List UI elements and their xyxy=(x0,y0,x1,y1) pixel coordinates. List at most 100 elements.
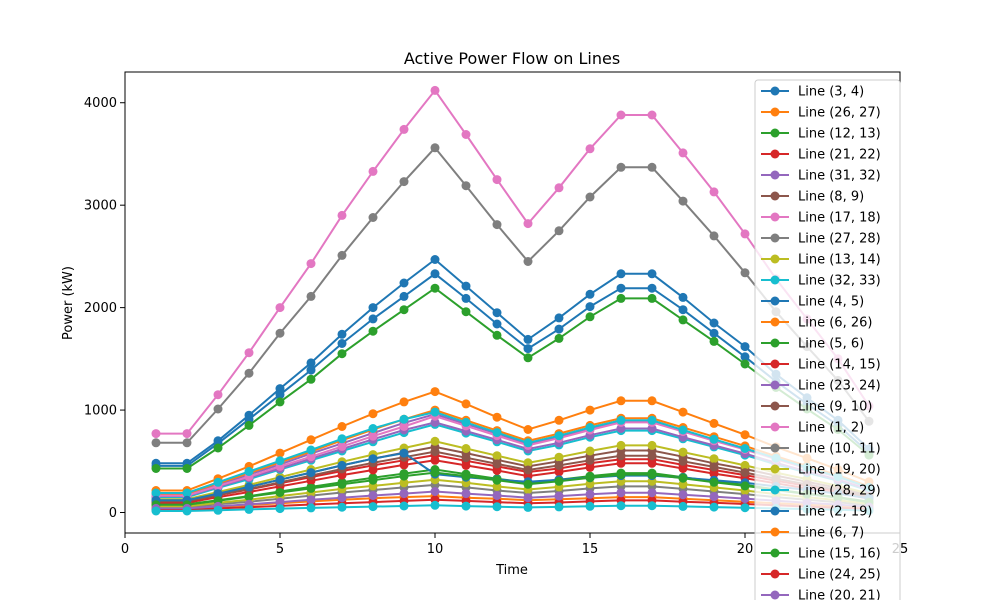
legend-label: Line (17, 18) xyxy=(798,211,881,226)
data-point xyxy=(461,130,471,139)
legend-marker xyxy=(770,443,780,453)
data-point xyxy=(678,490,688,500)
data-point xyxy=(461,453,471,463)
data-point xyxy=(709,434,719,444)
data-point xyxy=(554,333,564,343)
data-point xyxy=(306,483,316,493)
x-axis-label: Time xyxy=(495,563,528,578)
data-point xyxy=(709,492,719,502)
data-point xyxy=(709,318,719,328)
legend-marker xyxy=(770,233,780,243)
data-point xyxy=(275,397,285,407)
data-point xyxy=(616,110,626,120)
data-point xyxy=(647,415,657,425)
legend-entry: Line (15, 16) xyxy=(761,547,881,562)
data-point xyxy=(740,503,750,513)
data-point xyxy=(616,440,626,450)
data-point xyxy=(585,423,595,432)
legend-entry: Line (8, 9) xyxy=(761,190,864,205)
data-point xyxy=(368,454,378,464)
data-point xyxy=(678,501,688,511)
data-point xyxy=(554,491,564,501)
y-axis-label: Power (kW) xyxy=(61,266,76,340)
data-point xyxy=(306,259,316,269)
data-point xyxy=(492,220,502,230)
legend-entry: Line (23, 24) xyxy=(761,379,881,394)
legend-entry: Line (4, 5) xyxy=(761,295,864,310)
legend-label: Line (26, 27) xyxy=(798,106,881,121)
data-point xyxy=(182,488,192,498)
x-tick-label: 20 xyxy=(737,542,754,557)
data-point xyxy=(678,473,688,483)
legend-label: Line (21, 22) xyxy=(798,148,881,163)
legend-label: Line (20, 21) xyxy=(798,589,881,600)
data-point xyxy=(523,465,533,475)
data-point xyxy=(430,500,440,510)
data-point xyxy=(244,492,254,502)
data-point xyxy=(275,328,285,338)
data-point xyxy=(616,458,626,468)
data-point xyxy=(554,431,564,441)
legend-marker xyxy=(770,527,780,537)
data-point xyxy=(430,269,440,279)
data-point xyxy=(399,397,409,407)
legend-entry: Line (6, 7) xyxy=(761,526,864,541)
legend-label: Line (31, 32) xyxy=(798,169,881,184)
legend-marker xyxy=(770,422,780,432)
data-point xyxy=(554,226,564,236)
data-point xyxy=(306,445,316,455)
data-point xyxy=(368,431,378,441)
data-point xyxy=(678,196,688,206)
legend-marker xyxy=(770,359,780,369)
data-point xyxy=(182,506,192,516)
data-point xyxy=(368,326,378,336)
data-point xyxy=(213,443,223,453)
data-point xyxy=(244,420,254,430)
legend-marker xyxy=(770,170,780,180)
data-point xyxy=(740,468,750,478)
series-line xyxy=(156,258,870,465)
plot-series xyxy=(151,85,874,516)
data-point xyxy=(709,231,719,241)
legend-marker xyxy=(770,296,780,306)
data-point xyxy=(461,307,471,317)
legend-label: Line (19, 20) xyxy=(798,463,881,478)
data-point xyxy=(709,418,719,428)
legend-entry: Line (13, 14) xyxy=(761,253,881,268)
data-point xyxy=(368,491,378,500)
data-point xyxy=(368,303,378,313)
series-line xyxy=(156,452,870,502)
data-point xyxy=(275,497,285,507)
data-point xyxy=(430,255,440,264)
data-point xyxy=(585,473,595,483)
x-tick-label: 5 xyxy=(276,542,284,557)
legend-label: Line (12, 13) xyxy=(798,127,881,142)
data-point xyxy=(585,192,595,202)
legend-label: Line (28, 29) xyxy=(798,484,881,499)
y-tick-label: 1000 xyxy=(84,404,117,419)
series-line xyxy=(156,421,870,498)
data-point xyxy=(709,454,719,464)
series-line xyxy=(156,498,870,511)
data-point xyxy=(430,85,440,95)
data-point xyxy=(523,219,533,229)
data-point xyxy=(306,468,316,478)
data-point xyxy=(554,452,564,462)
data-point xyxy=(492,330,502,340)
legend-entry: Line (6, 26) xyxy=(761,316,872,331)
data-point xyxy=(337,329,347,339)
data-point xyxy=(554,476,564,486)
data-point xyxy=(709,477,719,487)
legend-marker xyxy=(770,107,780,117)
series-line xyxy=(156,495,870,510)
data-point xyxy=(647,451,657,461)
data-point xyxy=(616,451,626,461)
data-point xyxy=(368,213,378,222)
data-point xyxy=(523,425,533,434)
legend-entry: Line (1, 2) xyxy=(761,421,864,436)
legend-label: Line (8, 9) xyxy=(798,190,864,205)
legend-label: Line (24, 25) xyxy=(798,568,881,583)
legend-label: Line (23, 24) xyxy=(798,379,881,394)
data-point xyxy=(740,444,750,453)
